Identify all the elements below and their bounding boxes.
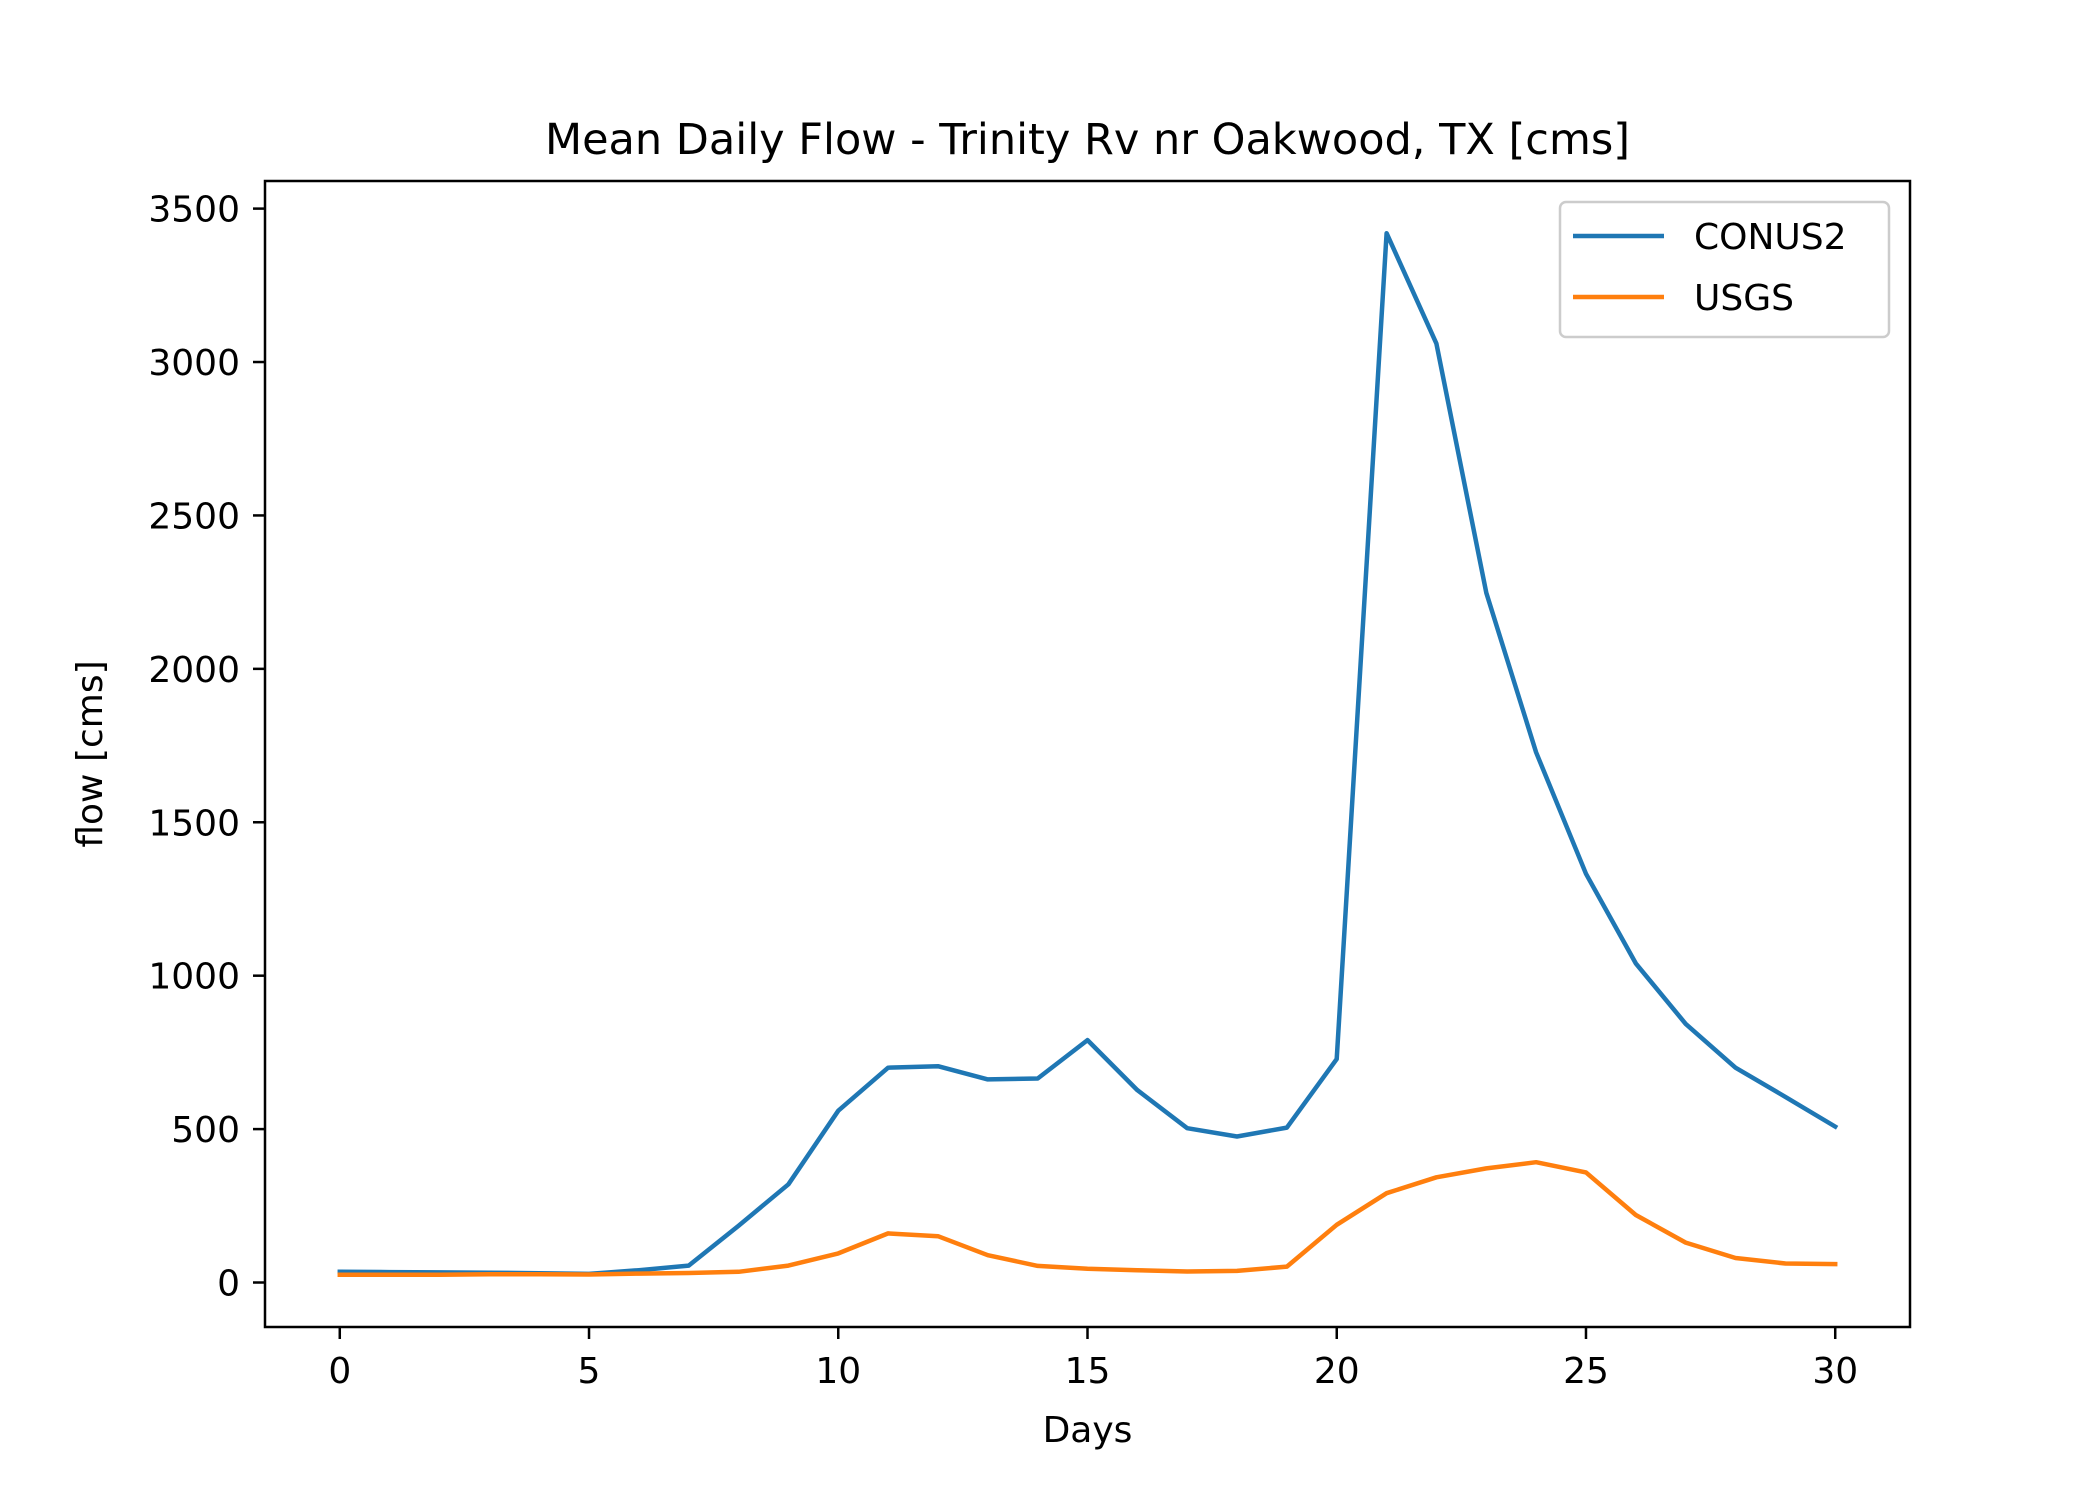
y-tick-label: 2000 bbox=[148, 650, 240, 691]
y-axis: 0 500 1000 1500 2000 2500 3000 3500 bbox=[148, 190, 265, 1305]
y-axis-label: flow [cms] bbox=[70, 660, 111, 847]
series-line-usgs bbox=[337, 1159, 1838, 1278]
y-tick-label: 3500 bbox=[148, 190, 240, 231]
y-tick-label: 1500 bbox=[148, 803, 240, 844]
y-tick-label: 1000 bbox=[148, 957, 240, 998]
legend: CONUS2 USGS bbox=[1558, 200, 1891, 339]
x-tick-label: 20 bbox=[1314, 1351, 1360, 1392]
x-axis-label: Days bbox=[1043, 1410, 1133, 1451]
x-tick-label: 0 bbox=[328, 1351, 351, 1392]
y-tick-label: 0 bbox=[217, 1264, 240, 1305]
legend-label-usgs: USGS bbox=[1694, 278, 1794, 319]
x-tick-label: 30 bbox=[1812, 1351, 1858, 1392]
x-axis: 0 5 10 15 20 25 30 bbox=[328, 1327, 1858, 1392]
y-tick-label: 2500 bbox=[148, 496, 240, 537]
y-tick-label: 3000 bbox=[148, 343, 240, 384]
y-tick-label: 500 bbox=[171, 1110, 240, 1151]
x-tick-label: 15 bbox=[1065, 1351, 1111, 1392]
chart-title: Mean Daily Flow - Trinity Rv nr Oakwood,… bbox=[545, 115, 1630, 165]
x-tick-label: 25 bbox=[1563, 1351, 1609, 1392]
legend-label-conus2: CONUS2 bbox=[1694, 217, 1847, 258]
x-tick-label: 10 bbox=[815, 1351, 861, 1392]
x-tick-label: 5 bbox=[578, 1351, 601, 1392]
series-layer bbox=[337, 230, 1839, 1278]
